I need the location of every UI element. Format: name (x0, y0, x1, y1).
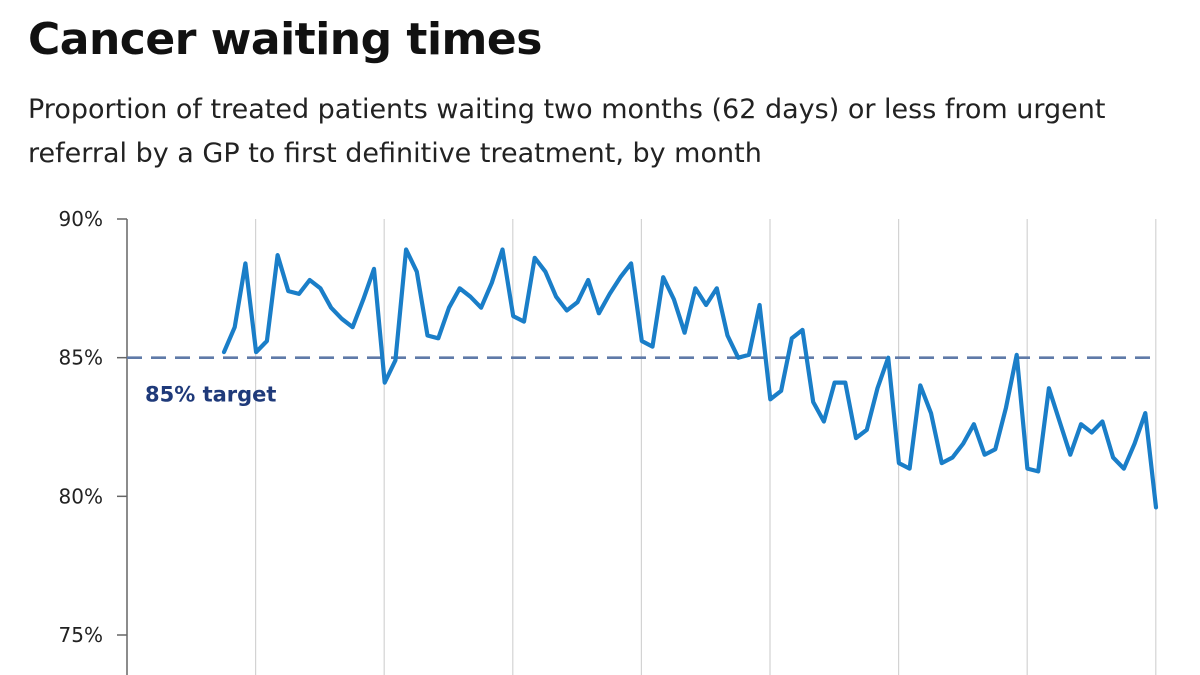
vertical-gridlines (255, 219, 1157, 675)
target-reference: 85% target (127, 356, 1157, 407)
chart-title: Cancer waiting times (28, 14, 542, 65)
target-label: 85% target (145, 383, 276, 407)
chart-subtitle: Proportion of treated patients waiting t… (28, 94, 1106, 169)
series-layer (221, 247, 1159, 510)
series-line (221, 247, 1159, 510)
y-tick-label: 90% (59, 207, 103, 231)
y-tick-label: 85% (59, 346, 103, 370)
y-tick-label: 75% (59, 623, 103, 647)
y-axis: 90% 85% 80% 75% (59, 207, 128, 675)
y-tick-label: 80% (59, 484, 103, 508)
